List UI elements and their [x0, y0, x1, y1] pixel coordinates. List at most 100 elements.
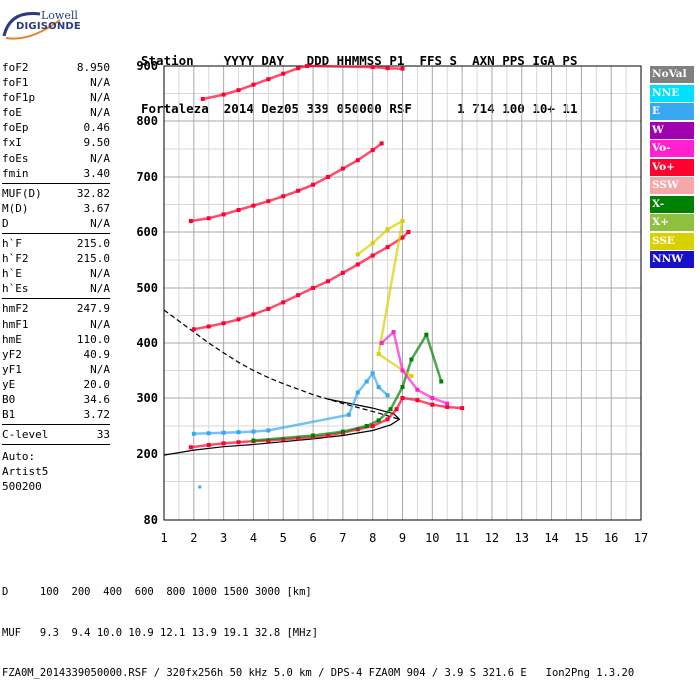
param-value: N/A [90, 151, 110, 165]
param-row: hmF1 N/A [2, 317, 110, 332]
echo-point [191, 431, 196, 436]
echo-point [370, 241, 375, 246]
param-row: foE N/A [2, 105, 110, 120]
param-label: h`E [2, 267, 22, 281]
echo-point [281, 437, 286, 442]
param-value: 8.950 [76, 61, 110, 74]
y-tick-label: 500 [136, 281, 158, 295]
echo-point [370, 65, 375, 70]
echo-point [251, 429, 256, 434]
param-row: fxI 9.50 [2, 135, 110, 150]
echo-point [370, 253, 375, 258]
echo-point [439, 379, 444, 384]
x-tick-label: 3 [220, 531, 227, 545]
echo-point [325, 279, 330, 284]
echo-point [346, 412, 351, 417]
legend-item: E [650, 103, 694, 120]
echo-point [385, 245, 390, 250]
param-value: N/A [90, 76, 110, 90]
echo-point [325, 433, 330, 438]
param-value: 33 [96, 428, 110, 442]
param-row: foEp 0.46 [2, 120, 110, 135]
echo-trace [190, 142, 383, 223]
echo-point [236, 208, 241, 212]
echo-point [430, 402, 435, 407]
footer-file-info: FZA0M_2014339050000.RSF / 320fx256h 50 k… [2, 667, 635, 679]
param-label: foEs [2, 151, 29, 165]
echo-point [400, 385, 405, 389]
echo-point [206, 443, 211, 448]
footer-distance-line: D 100 200 400 600 800 1000 1500 3000 [km… [2, 586, 312, 598]
x-tick-label: 1 [160, 531, 167, 545]
param-label: fxI [2, 136, 22, 150]
echo-point [236, 440, 241, 445]
echo-point [385, 66, 390, 71]
param-row: B1 3.72 [2, 407, 110, 422]
x-tick-label: 6 [309, 531, 316, 545]
auto-line: Artist5 [2, 465, 49, 479]
param-label: fmin [2, 166, 29, 180]
param-label: yF1 [2, 362, 22, 376]
auto-line: 500200 [2, 480, 42, 494]
legend-item: Vo+ [650, 158, 694, 176]
echo-point [200, 97, 205, 101]
echo-point [221, 212, 226, 217]
param-label: MUF(D) [2, 186, 42, 200]
echo-point [400, 368, 405, 373]
x-tick-label: 16 [604, 531, 618, 545]
param-value: N/A [90, 362, 110, 376]
echo-point [364, 424, 369, 428]
echo-point [406, 230, 411, 234]
header-line1: Station YYYY DAY DDD HHMMSS P1 FFS S AXN… [141, 53, 578, 68]
echo-point [391, 330, 396, 334]
echo-point [370, 371, 375, 376]
param-label: hmF2 [2, 302, 29, 316]
echo-point [221, 430, 226, 435]
ionogram-plot: 1 2 3 4 5 6 7 8 9 10 11 12 13 14 15 16 17802003004005006… [136, 59, 648, 545]
echo-point [311, 433, 316, 438]
param-row: hmE 110.0 [2, 332, 110, 347]
echo-point [266, 428, 271, 433]
echo-point [340, 429, 345, 434]
divider [2, 233, 110, 235]
param-value: 0.46 [83, 121, 111, 135]
param-row: h`F2 215.0 [2, 251, 110, 266]
echo-point [430, 396, 435, 400]
param-label: B1 [2, 408, 16, 422]
echo-point [221, 92, 226, 97]
echo-point [251, 312, 256, 317]
x-tick-label: 5 [280, 531, 287, 545]
param-row: fmin 3.40 [2, 166, 110, 181]
param-value: 32.82 [76, 186, 110, 200]
legend-item: NNW [650, 251, 694, 268]
divider [2, 298, 110, 300]
param-row: C-level 33 [2, 427, 110, 442]
param-value: 3.67 [83, 201, 111, 215]
y-tick-label: 700 [136, 170, 158, 184]
x-tick-label: 15 [574, 531, 588, 545]
echo-trace [193, 370, 389, 436]
echo-point [376, 385, 381, 389]
echo-point [311, 286, 316, 290]
param-label: M(D) [2, 201, 29, 215]
echo-point [400, 219, 405, 223]
param-value: 247.9 [76, 302, 110, 316]
echo-point [236, 88, 241, 93]
echo-point [221, 321, 226, 326]
param-row: h`F 215.0 [2, 236, 110, 251]
param-label: h`F2 [2, 252, 29, 266]
x-tick-label: 9 [399, 531, 406, 545]
echo-point [388, 407, 393, 412]
echo-point [266, 199, 271, 204]
echo-point [445, 404, 450, 409]
echo-point [281, 300, 286, 305]
echo-point [409, 357, 414, 362]
plot-frame [163, 65, 642, 521]
param-label: foEp [2, 121, 29, 135]
divider [2, 182, 110, 184]
echo-point [188, 445, 193, 450]
echo-point [379, 341, 384, 345]
x-tick-label: 17 [634, 531, 648, 545]
echo-point [364, 379, 369, 384]
divider [2, 424, 110, 426]
